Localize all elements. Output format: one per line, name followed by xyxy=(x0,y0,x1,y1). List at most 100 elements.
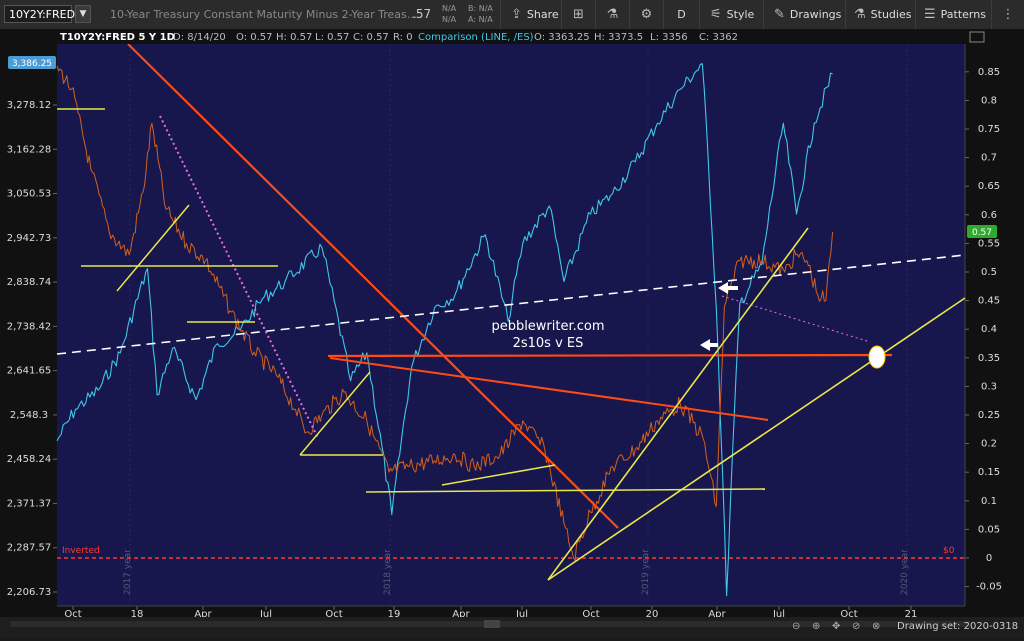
x-axis-tick-label: 19 xyxy=(388,609,401,620)
patterns-icon: ☰ xyxy=(924,7,936,22)
right-axis: 0.85 0.8 0.75 0.7 0.65 0.6 0.55 0.5 0.45 0.4 0.35 0… xyxy=(965,67,1002,593)
orange-horizontal-line[interactable] xyxy=(327,353,893,358)
right-axis-tick-label: 0.8 xyxy=(981,95,997,106)
ask-label: A: N/A xyxy=(468,15,493,24)
symbol-input[interactable]: 10Y2Y:FRED xyxy=(4,5,75,23)
drawing-set-label: Drawing set: 2020-0318 xyxy=(897,621,1018,632)
x-axis-tick-label: Jul xyxy=(259,609,272,620)
orange-downtrend-line[interactable] xyxy=(127,43,619,529)
maximize-icon[interactable] xyxy=(969,31,985,43)
yellow-steep-trendline[interactable] xyxy=(547,227,809,581)
legend-comparison: Comparison (LINE, /ES) xyxy=(418,32,534,43)
arrow-left-icon[interactable] xyxy=(700,339,718,351)
chart-svg[interactable]: 3,278.12 3,162.28 3,050.53 2,942.73 2,838.74… xyxy=(0,29,1024,637)
more-icon: ⋮ xyxy=(1001,7,1015,22)
settings-button[interactable]: ⚙ xyxy=(630,0,664,29)
drawings-button[interactable]: ✎ Drawings xyxy=(764,0,846,29)
footer: ⊖ ⊕ ✥ ⊘ ⊗ Drawing set: 2020-0318 xyxy=(0,617,1024,637)
top-right-control[interactable] xyxy=(969,31,985,43)
left-badge-value: 3,386.25 xyxy=(12,59,52,69)
symbol-dropdown-icon[interactable]: ▼ xyxy=(75,5,91,23)
legend-bar: T10Y2Y:FRED 5 Y 1D D: 8/14/20 O: 0.57 H:… xyxy=(57,29,965,44)
zoom-in-icon[interactable]: ⊕ xyxy=(812,621,820,632)
left-axis-tick-label: 2,738.42 xyxy=(7,321,52,332)
left-badge-box xyxy=(8,56,56,69)
target-ellipse[interactable] xyxy=(868,345,886,369)
x-axis-tick-label: Oct xyxy=(840,609,857,620)
legend-comp-close: C: 3362 xyxy=(699,32,738,43)
legend-symbol: T10Y2Y:FRED 5 Y 1D xyxy=(60,32,175,43)
comparison-es-line xyxy=(56,63,833,597)
magenta-dotted-short[interactable] xyxy=(721,295,871,343)
inverted-label: Inverted xyxy=(62,546,100,556)
legend-close: C: 0.57 xyxy=(353,32,389,43)
right-axis-tick-label: 0.85 xyxy=(978,67,1000,78)
right-axis-tick-label: 0.5 xyxy=(981,267,997,278)
lock-icon[interactable]: ⊘ xyxy=(852,621,860,632)
na-bottom: N/A xyxy=(442,15,457,24)
right-axis-tick-label: 0.75 xyxy=(978,124,1000,135)
legend-high: H: 0.57 xyxy=(276,32,312,43)
x-axis-tick-label: Oct xyxy=(325,609,342,620)
alert-icon: ⊞ xyxy=(573,7,584,22)
right-axis-tick-label: -0.05 xyxy=(976,582,1002,593)
arrow-left-icon[interactable] xyxy=(718,282,738,294)
right-axis-tick-label: 0.25 xyxy=(978,410,1000,421)
style-icon: ⚟ xyxy=(710,7,722,22)
right-axis-tick-label: 0.35 xyxy=(978,353,1000,364)
scrollbar-thumb[interactable] xyxy=(484,620,500,628)
x-axis-tick-label: Oct xyxy=(582,609,599,620)
x-axis-tick-label: 18 xyxy=(131,609,144,620)
zoom-out-icon[interactable]: ⊖ xyxy=(792,621,800,632)
style-button[interactable]: ⚟ Style xyxy=(700,0,764,29)
year-2018-label: 2018 year xyxy=(383,549,393,595)
alert-button[interactable]: ⊞ xyxy=(562,0,596,29)
symbol-description: 10-Year Treasury Constant Maturity Minus… xyxy=(110,8,418,21)
white-dashed-trendline[interactable] xyxy=(56,254,966,355)
na-top: N/A xyxy=(442,4,457,13)
yellow-long-trendline[interactable] xyxy=(547,297,966,581)
left-axis-tick-label: 2,942.73 xyxy=(7,233,52,244)
right-axis-tick-label: 0.7 xyxy=(981,153,997,164)
legend-comp-low: L: 3356 xyxy=(650,32,688,43)
left-axis: 3,278.12 3,162.28 3,050.53 2,942.73 2,838.74… xyxy=(7,100,57,598)
right-badge-value: 0.57 xyxy=(972,228,992,238)
x-axis-tick-label: Apr xyxy=(708,609,726,620)
right-axis-tick-label: 0.1 xyxy=(981,496,997,507)
studies-button[interactable]: ⚗ Studies xyxy=(846,0,916,29)
lab-button[interactable]: ⚗ xyxy=(596,0,630,29)
x-axis: Oct 18 Apr Jul Oct 19 Apr Jul Oct 20 Apr Jul Oct 21 xyxy=(64,606,917,620)
orange-declining-line[interactable] xyxy=(329,357,769,421)
right-axis-tick-label: 0 xyxy=(986,553,992,564)
legend-range: R: 0 xyxy=(393,32,413,43)
share-icon: ⇪ xyxy=(511,7,522,22)
yellow-rising-3[interactable] xyxy=(441,464,556,486)
yellow-hline-5[interactable] xyxy=(365,488,766,493)
more-button[interactable]: ⋮ xyxy=(992,0,1024,29)
year-2019-label: 2019 year xyxy=(641,549,651,595)
reset-icon[interactable]: ⊗ xyxy=(872,621,880,632)
patterns-button[interactable]: ☰ Patterns xyxy=(916,0,992,29)
legend-low: L: 0.57 xyxy=(315,32,349,43)
legend-date: D: 8/14/20 xyxy=(173,32,226,43)
pan-icon[interactable]: ✥ xyxy=(832,621,840,632)
legend-open: O: 0.57 xyxy=(236,32,273,43)
right-axis-tick-label: 0.65 xyxy=(978,181,1000,192)
chart-area[interactable]: 3,278.12 3,162.28 3,050.53 2,942.73 2,838.74… xyxy=(0,29,1024,637)
year-2017-label: 2017 year xyxy=(123,549,133,595)
yellow-rising-2[interactable] xyxy=(299,371,371,456)
period-button[interactable]: D xyxy=(664,0,700,29)
left-axis-tick-label: 2,458.24 xyxy=(7,454,52,465)
toolbar: 10Y2Y:FRED ▼ 10-Year Treasury Constant M… xyxy=(0,0,1024,30)
last-price: .57 xyxy=(412,7,432,21)
left-axis-tick-label: 2,641.65 xyxy=(7,366,52,377)
drawings-layer xyxy=(56,43,966,581)
share-button[interactable]: ⇪ Share xyxy=(500,0,562,29)
left-axis-tick-label: 2,838.74 xyxy=(7,277,52,288)
gear-icon: ⚙ xyxy=(640,7,653,22)
zero-right-label: $0 xyxy=(943,546,955,556)
yellow-rising-1[interactable] xyxy=(116,204,190,292)
right-badge-box xyxy=(967,225,997,238)
legend-comp-high: H: 3373.5 xyxy=(594,32,643,43)
left-axis-tick-label: 2,371.37 xyxy=(7,498,52,509)
